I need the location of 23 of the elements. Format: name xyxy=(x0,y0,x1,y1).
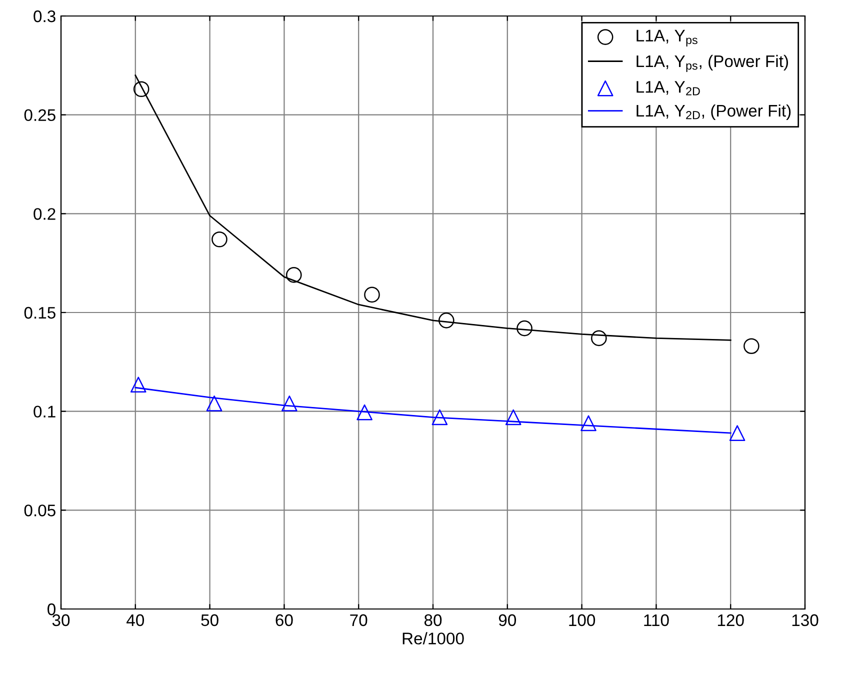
legend-label: L1A, Y$_{2D}$ xyxy=(636,81,700,96)
y-tick-label: 0.15 xyxy=(24,306,56,319)
y-tick-label: 0.05 xyxy=(24,504,56,516)
legend-label: L1A, Y$_{2D}$, (Power Fit) xyxy=(636,104,791,120)
x-tick-label: 100 xyxy=(569,614,596,626)
x-tick-label: 70 xyxy=(350,614,368,626)
x-tick-label: 110 xyxy=(644,614,669,626)
x-tick-label: 40 xyxy=(126,614,144,626)
y-tick-label: 0.3 xyxy=(34,10,56,22)
x-axis-title: Re/1000 xyxy=(402,632,464,644)
legend-label: L1A, Y$_{ps}$, (Power Fit) xyxy=(636,54,788,72)
x-tick-label: 120 xyxy=(718,614,744,626)
x-tick-label: 50 xyxy=(201,614,218,626)
x-tick-label: 30 xyxy=(52,614,70,626)
x-tick-label: 60 xyxy=(276,614,293,626)
y-tick-label: 0.2 xyxy=(34,208,56,220)
y-tick-label: 0 xyxy=(48,603,56,616)
y-tick-label: 0.25 xyxy=(24,109,56,122)
legend-label: L1A, Y$_{ps}$ xyxy=(636,30,698,46)
x-tick-label: 130 xyxy=(792,614,818,626)
x-tick-label: 80 xyxy=(424,614,442,626)
x-tick-label: 90 xyxy=(498,614,516,626)
y-tick-label: 0.1 xyxy=(34,406,56,418)
